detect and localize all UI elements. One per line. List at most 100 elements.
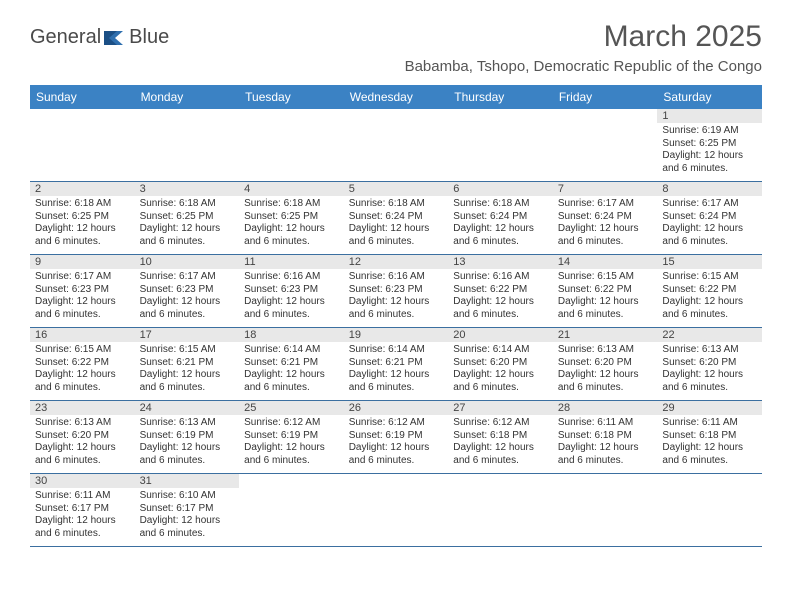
sunset-text: Sunset: 6:21 PM	[140, 357, 235, 370]
day-details: Sunrise: 6:19 AMSunset: 6:25 PMDaylight:…	[657, 123, 762, 178]
day-cell: 12Sunrise: 6:16 AMSunset: 6:23 PMDayligh…	[344, 255, 449, 327]
sunrise-text: Sunrise: 6:19 AM	[662, 125, 757, 138]
day-details: Sunrise: 6:13 AMSunset: 6:20 PMDaylight:…	[657, 342, 762, 397]
day-cell: 5Sunrise: 6:18 AMSunset: 6:24 PMDaylight…	[344, 182, 449, 254]
daylight-text: Daylight: 12 hours	[349, 296, 444, 309]
daylight-text: and 6 minutes.	[35, 528, 130, 541]
day-number: 18	[239, 328, 344, 342]
sunset-text: Sunset: 6:22 PM	[35, 357, 130, 370]
sunset-text: Sunset: 6:24 PM	[662, 211, 757, 224]
sunset-text: Sunset: 6:17 PM	[35, 503, 130, 516]
logo: General Blue	[30, 26, 169, 49]
daylight-text: and 6 minutes.	[244, 455, 339, 468]
day-cell: 23Sunrise: 6:13 AMSunset: 6:20 PMDayligh…	[30, 401, 135, 473]
day-details: Sunrise: 6:11 AMSunset: 6:18 PMDaylight:…	[553, 415, 658, 470]
sunset-text: Sunset: 6:20 PM	[662, 357, 757, 370]
day-number: 22	[657, 328, 762, 342]
daylight-text: Daylight: 12 hours	[453, 442, 548, 455]
weekday-header-row: SundayMondayTuesdayWednesdayThursdayFrid…	[30, 85, 762, 109]
daylight-text: Daylight: 12 hours	[244, 442, 339, 455]
sunrise-text: Sunrise: 6:17 AM	[558, 198, 653, 211]
day-details: Sunrise: 6:13 AMSunset: 6:19 PMDaylight:…	[135, 415, 240, 470]
sunrise-text: Sunrise: 6:14 AM	[453, 344, 548, 357]
day-number: 12	[344, 255, 449, 269]
sunset-text: Sunset: 6:25 PM	[244, 211, 339, 224]
daylight-text: Daylight: 12 hours	[662, 442, 757, 455]
sunrise-text: Sunrise: 6:15 AM	[140, 344, 235, 357]
daylight-text: and 6 minutes.	[558, 382, 653, 395]
day-cell: 2Sunrise: 6:18 AMSunset: 6:25 PMDaylight…	[30, 182, 135, 254]
daylight-text: Daylight: 12 hours	[558, 442, 653, 455]
weekday-sunday: Sunday	[30, 85, 135, 109]
daylight-text: and 6 minutes.	[558, 455, 653, 468]
daylight-text: and 6 minutes.	[349, 382, 444, 395]
daylight-text: and 6 minutes.	[244, 236, 339, 249]
day-cell: 11Sunrise: 6:16 AMSunset: 6:23 PMDayligh…	[239, 255, 344, 327]
daylight-text: Daylight: 12 hours	[244, 223, 339, 236]
day-number: 11	[239, 255, 344, 269]
daylight-text: Daylight: 12 hours	[662, 369, 757, 382]
daylight-text: and 6 minutes.	[349, 309, 444, 322]
sunset-text: Sunset: 6:22 PM	[453, 284, 548, 297]
sunset-text: Sunset: 6:19 PM	[244, 430, 339, 443]
daylight-text: and 6 minutes.	[349, 236, 444, 249]
day-details: Sunrise: 6:17 AMSunset: 6:23 PMDaylight:…	[30, 269, 135, 324]
empty-cell	[553, 109, 658, 181]
sunset-text: Sunset: 6:23 PM	[35, 284, 130, 297]
day-cell: 8Sunrise: 6:17 AMSunset: 6:24 PMDaylight…	[657, 182, 762, 254]
daylight-text: and 6 minutes.	[140, 382, 235, 395]
daylight-text: Daylight: 12 hours	[558, 369, 653, 382]
day-cell: 1Sunrise: 6:19 AMSunset: 6:25 PMDaylight…	[657, 109, 762, 181]
day-number: 1	[657, 109, 762, 123]
sunrise-text: Sunrise: 6:16 AM	[453, 271, 548, 284]
day-details: Sunrise: 6:13 AMSunset: 6:20 PMDaylight:…	[553, 342, 658, 397]
day-cell: 3Sunrise: 6:18 AMSunset: 6:25 PMDaylight…	[135, 182, 240, 254]
daylight-text: and 6 minutes.	[140, 528, 235, 541]
week-row: 23Sunrise: 6:13 AMSunset: 6:20 PMDayligh…	[30, 401, 762, 474]
sunset-text: Sunset: 6:25 PM	[662, 138, 757, 151]
day-number: 28	[553, 401, 658, 415]
day-number: 14	[553, 255, 658, 269]
day-cell: 22Sunrise: 6:13 AMSunset: 6:20 PMDayligh…	[657, 328, 762, 400]
daylight-text: Daylight: 12 hours	[558, 296, 653, 309]
empty-cell	[30, 109, 135, 181]
daylight-text: Daylight: 12 hours	[662, 296, 757, 309]
day-details: Sunrise: 6:11 AMSunset: 6:17 PMDaylight:…	[30, 488, 135, 543]
sunset-text: Sunset: 6:25 PM	[35, 211, 130, 224]
weekday-monday: Monday	[135, 85, 240, 109]
day-details: Sunrise: 6:10 AMSunset: 6:17 PMDaylight:…	[135, 488, 240, 543]
sunset-text: Sunset: 6:20 PM	[558, 357, 653, 370]
day-cell: 13Sunrise: 6:16 AMSunset: 6:22 PMDayligh…	[448, 255, 553, 327]
daylight-text: Daylight: 12 hours	[140, 369, 235, 382]
day-number: 5	[344, 182, 449, 196]
day-cell: 29Sunrise: 6:11 AMSunset: 6:18 PMDayligh…	[657, 401, 762, 473]
sunset-text: Sunset: 6:23 PM	[349, 284, 444, 297]
daylight-text: Daylight: 12 hours	[35, 515, 130, 528]
daylight-text: and 6 minutes.	[244, 382, 339, 395]
sunset-text: Sunset: 6:20 PM	[35, 430, 130, 443]
sunrise-text: Sunrise: 6:15 AM	[35, 344, 130, 357]
sunset-text: Sunset: 6:21 PM	[349, 357, 444, 370]
day-cell: 26Sunrise: 6:12 AMSunset: 6:19 PMDayligh…	[344, 401, 449, 473]
sunset-text: Sunset: 6:18 PM	[453, 430, 548, 443]
sunrise-text: Sunrise: 6:17 AM	[35, 271, 130, 284]
day-number: 7	[553, 182, 658, 196]
day-cell: 4Sunrise: 6:18 AMSunset: 6:25 PMDaylight…	[239, 182, 344, 254]
daylight-text: Daylight: 12 hours	[349, 223, 444, 236]
calendar: SundayMondayTuesdayWednesdayThursdayFrid…	[30, 85, 762, 547]
daylight-text: Daylight: 12 hours	[349, 442, 444, 455]
sunset-text: Sunset: 6:23 PM	[244, 284, 339, 297]
sunrise-text: Sunrise: 6:14 AM	[244, 344, 339, 357]
daylight-text: and 6 minutes.	[453, 236, 548, 249]
day-number: 20	[448, 328, 553, 342]
day-cell: 15Sunrise: 6:15 AMSunset: 6:22 PMDayligh…	[657, 255, 762, 327]
day-details: Sunrise: 6:17 AMSunset: 6:24 PMDaylight:…	[553, 196, 658, 251]
week-row: 1Sunrise: 6:19 AMSunset: 6:25 PMDaylight…	[30, 109, 762, 182]
day-details: Sunrise: 6:14 AMSunset: 6:20 PMDaylight:…	[448, 342, 553, 397]
sunrise-text: Sunrise: 6:18 AM	[244, 198, 339, 211]
daylight-text: Daylight: 12 hours	[558, 223, 653, 236]
daylight-text: Daylight: 12 hours	[35, 369, 130, 382]
daylight-text: and 6 minutes.	[662, 236, 757, 249]
empty-cell	[135, 109, 240, 181]
daylight-text: and 6 minutes.	[662, 163, 757, 176]
